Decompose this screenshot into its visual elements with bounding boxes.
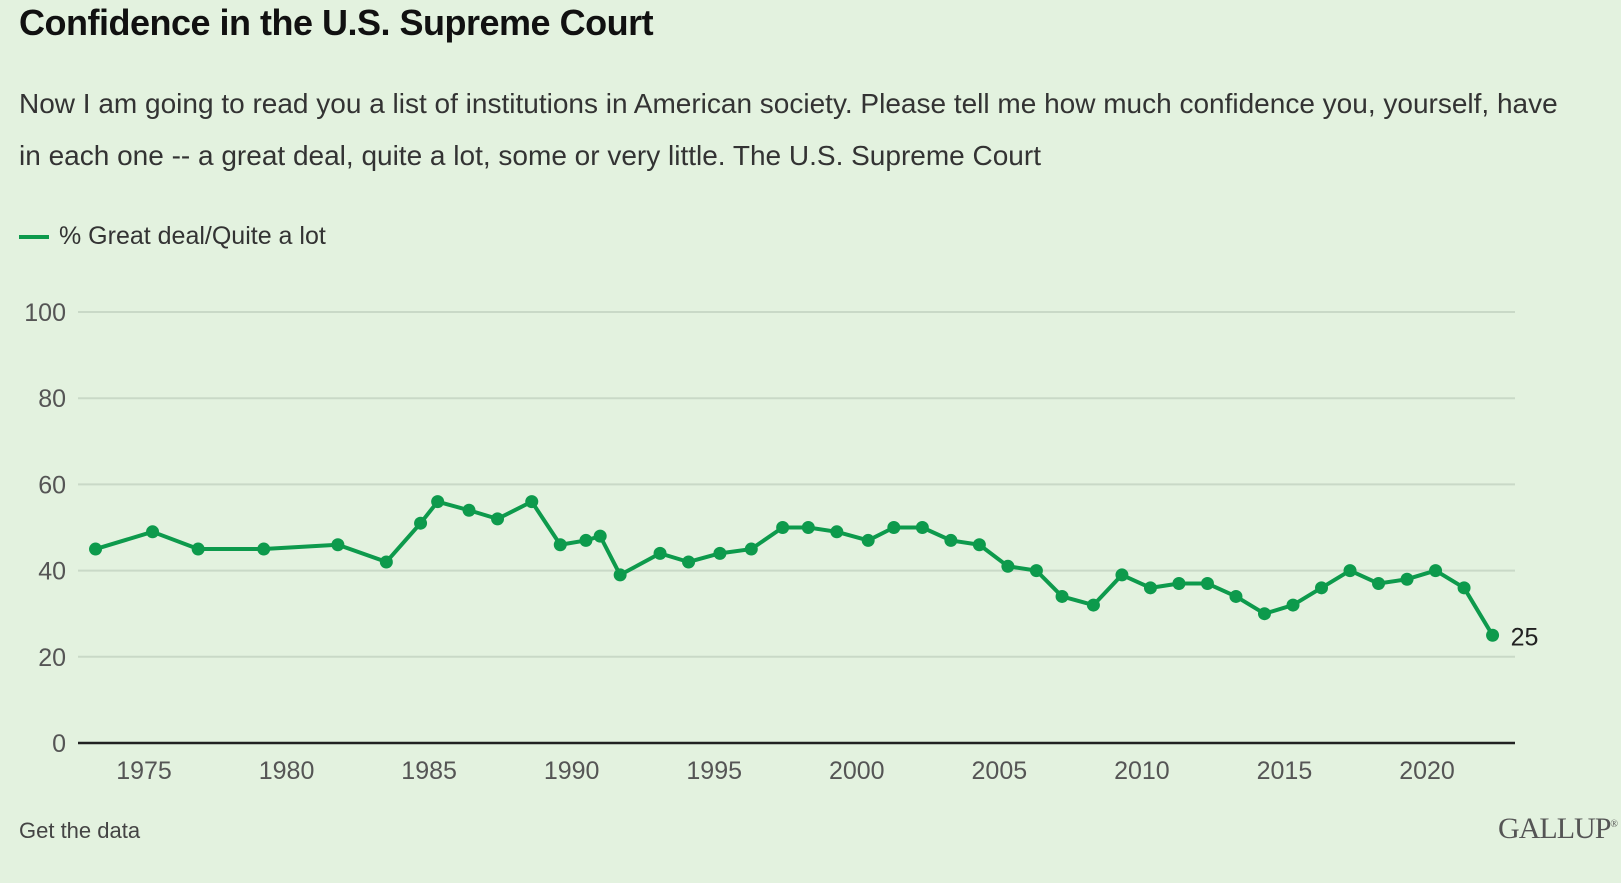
x-tick-label: 2000	[829, 757, 885, 785]
data-point[interactable]	[1029, 564, 1043, 578]
data-point[interactable]	[525, 495, 539, 509]
x-tick-label: 2005	[972, 757, 1028, 785]
legend: % Great deal/Quite a lot	[19, 222, 326, 251]
data-point[interactable]	[1143, 581, 1157, 595]
data-point[interactable]	[1457, 581, 1471, 595]
x-tick-label: 1995	[686, 757, 742, 785]
legend-label: % Great deal/Quite a lot	[59, 222, 326, 250]
data-point[interactable]	[744, 542, 758, 556]
data-point[interactable]	[1229, 589, 1243, 603]
data-point[interactable]	[1257, 607, 1271, 621]
logo-text: GALLUP	[1498, 812, 1611, 845]
x-tick-label: 1975	[116, 757, 172, 785]
data-point[interactable]	[1486, 628, 1500, 642]
data-point[interactable]	[653, 546, 667, 560]
data-point[interactable]	[1086, 598, 1100, 612]
data-point[interactable]	[331, 538, 345, 552]
data-point[interactable]	[801, 521, 815, 534]
y-tick-label: 100	[24, 299, 66, 327]
data-point[interactable]	[431, 495, 445, 509]
data-point[interactable]	[553, 538, 567, 552]
end-value-label: 25	[1511, 623, 1539, 651]
get-the-data-link[interactable]: Get the data	[19, 818, 141, 843]
data-point[interactable]	[1286, 598, 1300, 612]
y-tick-label: 0	[52, 730, 66, 758]
x-tick-label: 1985	[401, 757, 457, 785]
registered-mark: ®	[1610, 819, 1618, 830]
data-point[interactable]	[915, 521, 929, 534]
data-point[interactable]	[379, 555, 393, 569]
x-tick-label: 1990	[544, 757, 600, 785]
data-point[interactable]	[593, 529, 607, 543]
y-tick-label: 20	[38, 644, 66, 672]
x-tick-label: 2020	[1399, 757, 1455, 785]
series-line	[94, 499, 1495, 637]
data-point[interactable]	[713, 546, 727, 560]
data-point[interactable]	[1429, 564, 1443, 578]
data-point[interactable]	[414, 516, 428, 530]
data-point[interactable]	[830, 525, 844, 539]
data-point[interactable]	[1055, 589, 1069, 603]
chart-title: Confidence in the U.S. Supreme Court	[19, 2, 654, 43]
data-point[interactable]	[1001, 559, 1015, 573]
data-point[interactable]	[1172, 577, 1186, 591]
data-point[interactable]	[1343, 564, 1357, 578]
data-point[interactable]	[887, 521, 901, 534]
data-point[interactable]	[776, 521, 790, 534]
data-point[interactable]	[579, 533, 593, 547]
data-point[interactable]	[146, 525, 160, 539]
data-point[interactable]	[1400, 572, 1414, 586]
x-tick-label: 2015	[1257, 757, 1313, 785]
data-point[interactable]	[972, 538, 986, 552]
legend-line-icon	[19, 234, 49, 239]
x-tick-label: 1980	[259, 757, 315, 785]
y-tick-label: 40	[38, 558, 66, 586]
gallup-logo: GALLUP®	[1498, 812, 1618, 846]
data-point[interactable]	[491, 512, 505, 526]
data-point[interactable]	[462, 503, 476, 517]
data-point[interactable]	[944, 533, 958, 547]
data-point[interactable]	[1200, 577, 1214, 591]
data-point[interactable]	[682, 555, 696, 569]
y-tick-label: 80	[38, 385, 66, 413]
data-point[interactable]	[89, 542, 103, 556]
data-point[interactable]	[1372, 577, 1386, 591]
x-tick-label: 2010	[1114, 757, 1170, 785]
data-point[interactable]	[257, 542, 271, 556]
data-point[interactable]	[1115, 568, 1129, 582]
y-tick-label: 60	[38, 471, 66, 499]
data-point[interactable]	[613, 568, 627, 582]
data-point[interactable]	[1315, 581, 1329, 595]
chart-subtitle: Now I am going to read you a list of ins…	[19, 88, 1558, 171]
data-point[interactable]	[191, 542, 205, 556]
data-point[interactable]	[861, 533, 875, 547]
